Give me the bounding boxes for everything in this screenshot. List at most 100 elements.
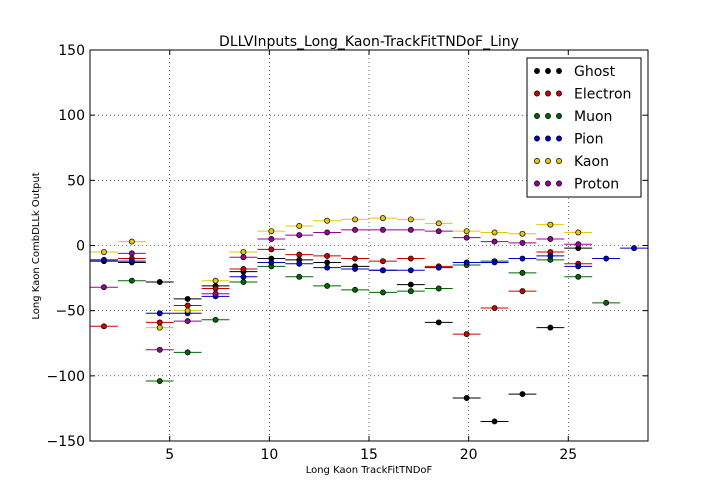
legend-item: Muon — [534, 109, 612, 125]
data-point — [128, 250, 135, 257]
data-point — [240, 279, 247, 285]
data-point — [547, 324, 554, 331]
data-point — [212, 290, 219, 297]
data-point — [156, 319, 163, 326]
data-point — [519, 391, 526, 398]
series-kaon — [90, 215, 593, 331]
data-point — [100, 249, 107, 255]
legend: Ghost Electron Muon Pion Kaon Proton — [526, 57, 642, 198]
x-tick-label: 20 — [460, 447, 478, 463]
chart-title: DLLVInputs_Long_Kaon-TrackFitTNDoF_Liny — [219, 34, 519, 50]
legend-marker — [545, 180, 551, 187]
y-tick-label: −100 — [47, 369, 85, 385]
legend-item: Proton — [534, 177, 619, 193]
data-point — [212, 285, 219, 292]
legend-marker — [556, 180, 562, 187]
data-point — [240, 273, 247, 280]
data-point — [463, 234, 470, 241]
data-point — [156, 346, 163, 353]
data-point — [380, 267, 386, 274]
legend-marker — [534, 113, 540, 119]
data-point — [435, 220, 442, 227]
data-point — [463, 395, 470, 401]
data-point — [240, 254, 247, 261]
data-point — [324, 252, 331, 259]
data-point — [156, 279, 163, 285]
data-point — [212, 277, 219, 284]
legend-marker — [545, 158, 551, 164]
data-point — [352, 255, 358, 262]
x-tick-label: 25 — [559, 447, 577, 463]
data-point — [268, 236, 275, 242]
data-point — [519, 255, 526, 262]
data-point — [128, 238, 135, 245]
data-point — [407, 281, 414, 288]
data-point — [296, 232, 303, 239]
data-point — [100, 284, 107, 291]
data-point — [296, 273, 303, 280]
legend-item: Ghost — [534, 64, 616, 80]
data-point — [240, 266, 247, 272]
data-point — [519, 239, 526, 246]
legend-marker — [556, 68, 562, 74]
data-point — [128, 258, 135, 265]
legend-label: Ghost — [574, 64, 616, 80]
y-tick-label: −150 — [47, 434, 85, 450]
data-point — [100, 256, 107, 263]
data-point — [240, 249, 247, 255]
data-point — [324, 264, 331, 271]
data-point — [435, 264, 442, 271]
data-point — [407, 288, 414, 295]
data-point — [491, 229, 498, 236]
data-point — [296, 222, 303, 229]
data-point — [435, 319, 442, 326]
data-point — [491, 238, 498, 245]
data-point — [380, 289, 386, 296]
data-point — [603, 299, 610, 306]
x-tick-label: 15 — [360, 447, 378, 463]
data-point — [184, 307, 191, 314]
series-electron — [90, 246, 593, 338]
x-axis-label: Long Kaon TrackFitTNDoF — [306, 465, 433, 476]
y-tick-label: 150 — [58, 43, 85, 59]
data-point — [100, 323, 107, 330]
legend-label: Pion — [574, 132, 603, 148]
data-point — [547, 221, 554, 228]
data-point — [184, 295, 191, 302]
y-tick-label: 50 — [67, 173, 85, 189]
data-point — [352, 226, 358, 233]
data-point — [352, 266, 358, 272]
data-point — [519, 230, 526, 237]
y-tick-label: 100 — [58, 108, 85, 124]
data-point — [407, 226, 414, 233]
legend-marker — [534, 68, 540, 74]
data-point — [352, 286, 358, 293]
x-tick-label: 10 — [260, 447, 278, 463]
series-pion — [90, 245, 648, 317]
y-tick-label: −50 — [55, 304, 85, 320]
legend-marker — [556, 135, 562, 142]
data-point — [296, 251, 303, 258]
data-point — [547, 252, 554, 259]
data-point — [407, 216, 414, 223]
data-point — [463, 259, 470, 266]
data-point — [156, 324, 163, 331]
legend-marker — [534, 180, 540, 187]
data-point — [575, 273, 582, 280]
data-point — [575, 263, 582, 270]
data-point — [519, 288, 526, 295]
data-point — [128, 277, 135, 284]
data-point — [603, 255, 610, 262]
series-proton — [90, 226, 593, 353]
data-point — [380, 258, 386, 265]
legend-marker — [545, 135, 551, 142]
legend-marker — [534, 135, 540, 142]
data-point — [184, 302, 191, 309]
legend-marker — [556, 158, 562, 164]
legend-marker — [545, 90, 551, 97]
data-point — [324, 282, 331, 289]
data-point — [407, 255, 414, 262]
legend-marker — [534, 90, 540, 97]
data-point — [575, 229, 582, 236]
